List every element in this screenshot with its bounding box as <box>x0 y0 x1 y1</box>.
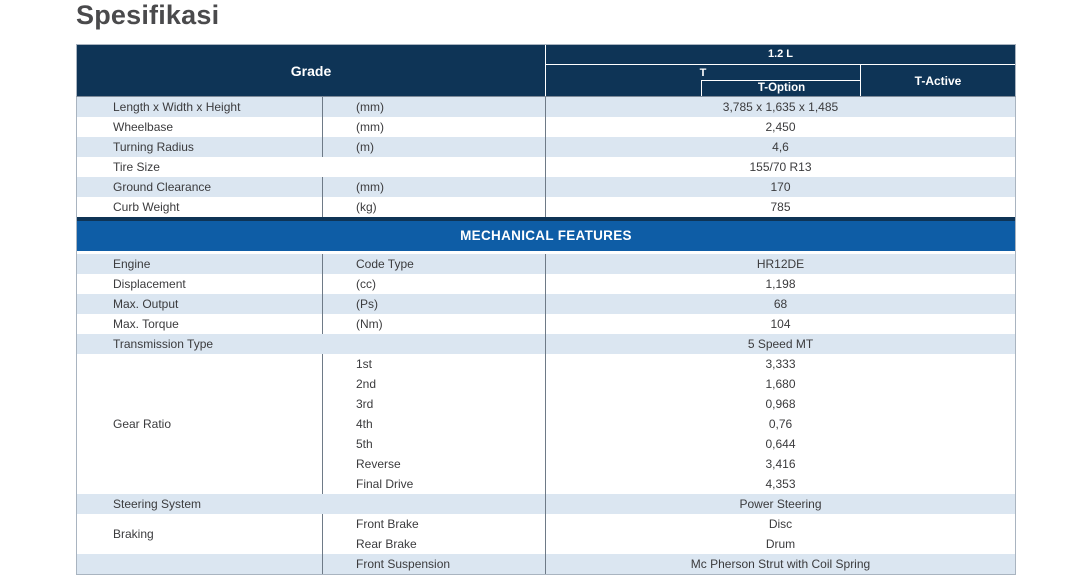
spec-unit: (kg) <box>356 200 377 214</box>
spec-value: 5 Speed MT <box>545 334 1015 354</box>
spec-value: Power Steering <box>545 494 1015 514</box>
table-row: Engine Code Type HR12DE <box>77 254 1015 274</box>
spec-label: Wheelbase <box>77 117 323 137</box>
spec-label: Steering System <box>113 497 202 511</box>
spec-label: Transmission Type <box>113 337 214 351</box>
spec-unit: (cc) <box>356 277 376 291</box>
gear-name: 5th <box>356 437 373 451</box>
gear-value: 3,333 <box>765 357 796 371</box>
spec-value: 1,198 <box>545 274 1015 294</box>
spec-label: Engine <box>77 254 323 274</box>
spec-label: Length x Width x Height <box>77 97 323 117</box>
gear-value: 0,968 <box>765 397 796 411</box>
spec-label: Max. Output <box>77 294 323 314</box>
section-header-mechanical-features: MECHANICAL FEATURES <box>77 217 1015 251</box>
spec-label: Displacement <box>77 274 323 294</box>
gear-name: 2nd <box>356 377 377 391</box>
spec-value: 785 <box>545 197 1015 217</box>
table-row: Max. Output (Ps) 68 <box>77 294 1015 314</box>
spec-unit: (mm) <box>356 180 384 194</box>
spec-unit: (mm) <box>356 120 384 134</box>
grade-header-cell: Grade <box>77 45 546 96</box>
grade-t-header-cell: T T-Option <box>546 65 861 96</box>
gear-name: 1st <box>356 357 373 371</box>
specification-table: Grade 1.2 L T T-Option T-Active Length x… <box>76 44 1016 575</box>
table-row-braking: Braking Front Brake Rear Brake Disc Drum <box>77 514 1015 554</box>
engine-variant-header-cell: 1.2 L <box>546 45 1015 65</box>
spec-label: Turning Radius <box>77 137 323 157</box>
table-row: Tire Size 155/70 R13 <box>77 157 1015 177</box>
suspension-values: Mc Pherson Strut with Coil Spring <box>545 554 1015 574</box>
table-row-gear-ratio: Gear Ratio 1st 2nd 3rd 4th 5th Reverse F… <box>77 354 1015 494</box>
spec-unit: (mm) <box>356 100 384 114</box>
spec-unit: (m) <box>356 140 374 154</box>
spec-value: 155/70 R13 <box>545 157 1015 177</box>
table-row: Length x Width x Height (mm) 3,785 x 1,6… <box>77 97 1015 117</box>
brake-names: Front Brake Rear Brake <box>323 514 545 554</box>
gear-name: 4th <box>356 417 373 431</box>
gear-value: 0,76 <box>768 417 793 431</box>
spec-label <box>77 554 323 574</box>
spec-label: Braking <box>77 514 323 554</box>
table-body: Length x Width x Height (mm) 3,785 x 1,6… <box>76 97 1016 575</box>
table-row: Ground Clearance (mm) 170 <box>77 177 1015 197</box>
gear-name: 3rd <box>356 397 374 411</box>
spec-value: 3,785 x 1,635 x 1,485 <box>545 97 1015 117</box>
brake-name: Rear Brake <box>356 537 417 551</box>
table-row: Curb Weight (kg) 785 <box>77 197 1015 217</box>
gear-value: 1,680 <box>765 377 796 391</box>
grade-t-option-cell: T-Option <box>701 80 861 96</box>
spec-label: Max. Torque <box>77 314 323 334</box>
spec-unit: (Ps) <box>356 297 378 311</box>
brake-values: Disc Drum <box>545 514 1015 554</box>
page-title: Spesifikasi <box>76 0 220 30</box>
spec-value: 104 <box>545 314 1015 334</box>
spec-value: 68 <box>545 294 1015 314</box>
table-row-suspension: Front Suspension Mc Pherson Strut with C… <box>77 554 1015 574</box>
spec-label: Gear Ratio <box>77 354 323 494</box>
gear-name: Final Drive <box>356 477 414 491</box>
spec-label: Ground Clearance <box>77 177 323 197</box>
grade-t-active-header-cell: T-Active <box>914 73 962 88</box>
suspension-name: Front Suspension <box>356 557 451 571</box>
gear-value: 4,353 <box>765 477 796 491</box>
spec-label: Curb Weight <box>77 197 323 217</box>
gear-value: 0,644 <box>765 437 796 451</box>
suspension-value: Mc Pherson Strut with Coil Spring <box>690 557 871 571</box>
spec-value: 4,6 <box>545 137 1015 157</box>
suspension-names: Front Suspension <box>323 554 545 574</box>
spec-label: Tire Size <box>113 160 160 174</box>
gear-name: Reverse <box>356 457 401 471</box>
gear-value: 3,416 <box>765 457 796 471</box>
gear-values: 3,333 1,680 0,968 0,76 0,644 3,416 4,353 <box>545 354 1015 494</box>
gear-names: 1st 2nd 3rd 4th 5th Reverse Final Drive <box>323 354 545 494</box>
table-row: Transmission Type 5 Speed MT <box>77 334 1015 354</box>
brake-name: Front Brake <box>356 517 419 531</box>
brake-value: Disc <box>768 517 793 531</box>
spec-value: 2,450 <box>545 117 1015 137</box>
table-row: Turning Radius (m) 4,6 <box>77 137 1015 157</box>
table-row: Steering System Power Steering <box>77 494 1015 514</box>
table-row: Max. Torque (Nm) 104 <box>77 314 1015 334</box>
spec-unit: Code Type <box>356 257 414 271</box>
spec-value: 170 <box>545 177 1015 197</box>
table-row: Wheelbase (mm) 2,450 <box>77 117 1015 137</box>
brake-value: Drum <box>765 537 796 551</box>
spec-unit: (Nm) <box>356 317 383 331</box>
spec-value: HR12DE <box>545 254 1015 274</box>
grade-t-label: T <box>699 67 707 79</box>
table-row: Displacement (cc) 1,198 <box>77 274 1015 294</box>
table-header: Grade 1.2 L T T-Option T-Active <box>76 44 1016 97</box>
